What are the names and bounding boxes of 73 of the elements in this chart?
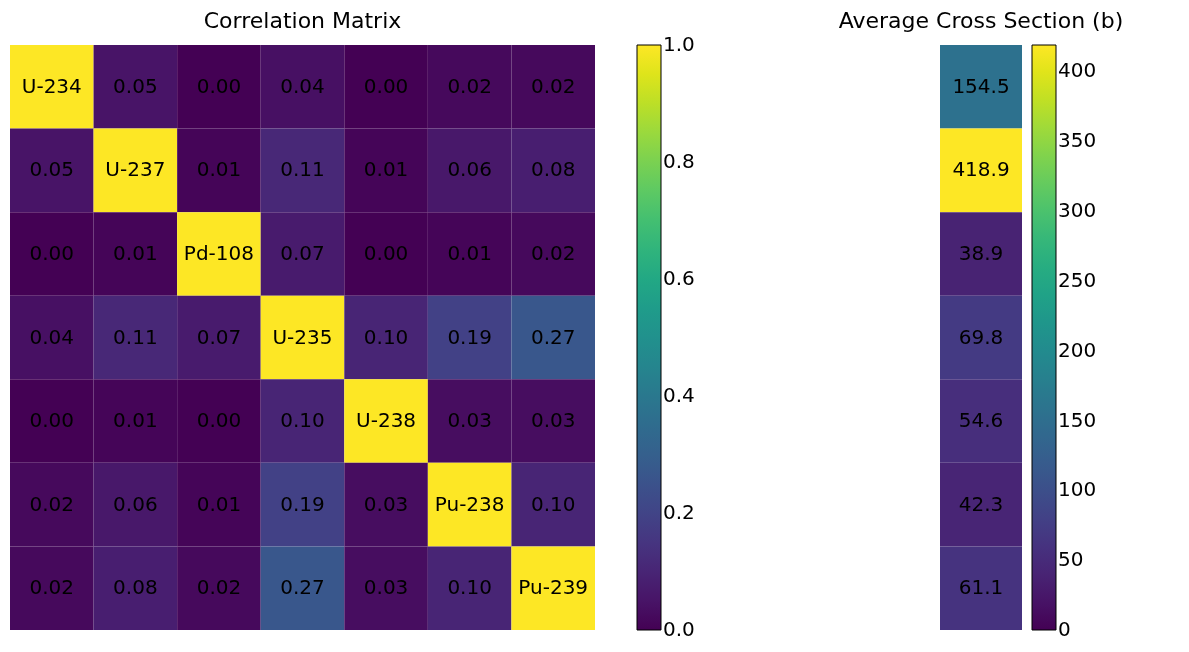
data-label: 0.19 bbox=[447, 324, 492, 349]
data-label: 0.02 bbox=[196, 575, 242, 600]
color-bar-label: 0.8 bbox=[663, 149, 695, 173]
data-label: 0.02 bbox=[29, 491, 75, 516]
data-label: 0.11 bbox=[280, 157, 325, 182]
data-label: 0.00 bbox=[363, 73, 409, 98]
data-label: 0.00 bbox=[29, 408, 75, 433]
data-label: 0.07 bbox=[196, 324, 242, 349]
data-label: 61.1 bbox=[958, 575, 1004, 600]
data-label: Pu-238 bbox=[434, 491, 505, 516]
data-label: 42.3 bbox=[958, 491, 1004, 516]
data-label: 38.9 bbox=[958, 240, 1004, 265]
data-label: 0.27 bbox=[280, 575, 325, 600]
data-label: 0.06 bbox=[113, 491, 158, 516]
data-label: 0.00 bbox=[196, 408, 242, 433]
data-label: 0.10 bbox=[280, 408, 325, 433]
data-label: 0.02 bbox=[530, 240, 576, 265]
data-label: 0.01 bbox=[363, 157, 409, 182]
data-label: 0.08 bbox=[530, 157, 576, 182]
data-label: 0.01 bbox=[113, 408, 158, 433]
color-bar-label: 300 bbox=[1058, 198, 1097, 223]
color-bar-label: 150 bbox=[1058, 407, 1097, 432]
data-label: 0.01 bbox=[113, 240, 158, 265]
data-label: 54.6 bbox=[958, 408, 1004, 433]
data-label: 418.9 bbox=[952, 157, 1010, 182]
data-label: 0.03 bbox=[363, 575, 409, 600]
data-label: 0.05 bbox=[29, 157, 75, 182]
data-label: 0.01 bbox=[196, 157, 242, 182]
data-label: 0.02 bbox=[530, 73, 576, 98]
chart-title: Average Cross Section (b) bbox=[838, 8, 1124, 33]
data-label: 0.27 bbox=[530, 324, 576, 349]
color-bar-label: 1.0 bbox=[663, 32, 695, 56]
data-label: 0.02 bbox=[447, 73, 492, 98]
data-label: 0.03 bbox=[530, 408, 576, 433]
data-label: 154.5 bbox=[952, 73, 1010, 98]
color-bar-label: 350 bbox=[1058, 128, 1097, 153]
data-label: 0.19 bbox=[280, 491, 325, 516]
color-bar-label: 0.6 bbox=[663, 266, 695, 290]
color-bar-label: 200 bbox=[1058, 337, 1097, 362]
data-label: 0.10 bbox=[363, 324, 409, 349]
data-label: 0.01 bbox=[196, 491, 242, 516]
color-bar-label: 50 bbox=[1058, 547, 1084, 572]
data-label: 0.00 bbox=[363, 240, 409, 265]
data-label: 0.06 bbox=[447, 157, 492, 182]
data-label: 0.03 bbox=[447, 408, 492, 433]
color-bar-label: 0.2 bbox=[663, 500, 695, 524]
color-bar-label: 400 bbox=[1058, 58, 1097, 83]
data-label: 0.10 bbox=[447, 575, 492, 600]
data-label: 0.02 bbox=[29, 575, 75, 600]
data-label: U-235 bbox=[272, 324, 333, 349]
data-label: 0.04 bbox=[29, 324, 75, 349]
data-label: 69.8 bbox=[958, 324, 1004, 349]
data-label: 0.00 bbox=[29, 240, 75, 265]
data-label: 0.03 bbox=[363, 491, 409, 516]
color-bar-label: 250 bbox=[1058, 267, 1097, 292]
data-label: 0.11 bbox=[113, 324, 158, 349]
data-label: 0.07 bbox=[280, 240, 325, 265]
color-bar-label: 0.4 bbox=[663, 383, 695, 407]
chart-title: Correlation Matrix bbox=[203, 8, 402, 33]
data-label: 0.00 bbox=[196, 73, 242, 98]
color-bar-label: 0.0 bbox=[663, 617, 695, 641]
data-label: 0.08 bbox=[113, 575, 158, 600]
data-label: U-238 bbox=[356, 408, 417, 433]
data-label: Pd-108 bbox=[183, 240, 255, 265]
data-label: 0.05 bbox=[113, 73, 158, 98]
color-bar-label: 0 bbox=[1058, 617, 1071, 641]
data-label: 0.10 bbox=[530, 491, 576, 516]
data-label: U-234 bbox=[21, 73, 82, 98]
data-label: U-237 bbox=[105, 157, 166, 182]
data-label: Pu-239 bbox=[518, 575, 589, 600]
color-bar-label: 100 bbox=[1058, 477, 1097, 502]
data-label: 0.01 bbox=[447, 240, 492, 265]
data-label: 0.04 bbox=[280, 73, 325, 98]
